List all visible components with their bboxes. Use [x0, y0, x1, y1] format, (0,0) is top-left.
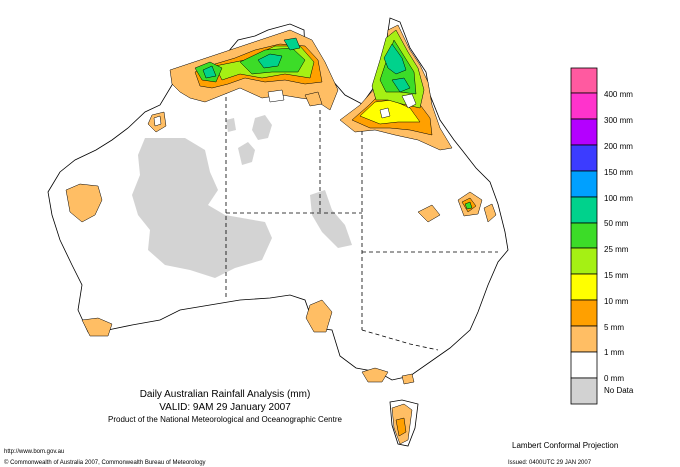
legend-swatch [570, 351, 598, 379]
map-product: Product of the National Meteorological a… [108, 415, 342, 424]
legend-swatch [570, 196, 598, 224]
legend-swatch [570, 247, 598, 275]
map-title-block: Daily Australian Rainfall Analysis (mm) … [100, 388, 350, 426]
legend-swatch [570, 325, 598, 353]
legend-swatch [570, 144, 598, 172]
legend-label-5: 5 mm [604, 323, 624, 332]
legend-label-0: 0 mm [604, 374, 624, 383]
bom-url: http://www.bom.gov.au [4, 449, 65, 455]
legend-label-15: 15 mm [604, 271, 629, 280]
legend-label-1: 1 mm [604, 348, 624, 357]
legend-label-400: 400 mm [604, 90, 633, 99]
legend-label-200: 200 mm [604, 142, 633, 151]
legend-label-50: 50 mm [604, 219, 629, 228]
legend-swatch [570, 67, 598, 94]
legend-label-100: 100 mm [604, 194, 633, 203]
legend-label-150: 150 mm [604, 168, 633, 177]
rainfall-shading [65, 24, 497, 445]
issued-timestamp: Issued: 0400UTC 29 JAN 2007 [508, 460, 592, 466]
legend-label-10: 10 mm [604, 297, 629, 306]
legend-swatch [570, 170, 598, 198]
legend-swatches [570, 67, 598, 405]
legend-label-300: 300 mm [604, 116, 633, 125]
copyright-notice: © Commonwealth of Australia 2007, Common… [4, 460, 206, 466]
no-data-regions [132, 115, 352, 278]
legend-label-no-data: No Data [604, 386, 634, 395]
legend-swatch [570, 377, 598, 405]
map-valid-date: VALID: 9AM 29 January 2007 [159, 402, 291, 413]
legend-swatch [570, 222, 598, 249]
tasmania-outline [389, 399, 419, 447]
map-title: Daily Australian Rainfall Analysis (mm) [139, 389, 311, 400]
state-borders [225, 90, 498, 351]
legend-swatch [570, 118, 598, 146]
legend-swatch [570, 299, 598, 327]
legend-swatch [570, 92, 598, 120]
legend-label-25: 25 mm [604, 245, 629, 254]
projection-label: Lambert Conformal Projection [512, 441, 619, 450]
legend-swatch [570, 273, 598, 301]
